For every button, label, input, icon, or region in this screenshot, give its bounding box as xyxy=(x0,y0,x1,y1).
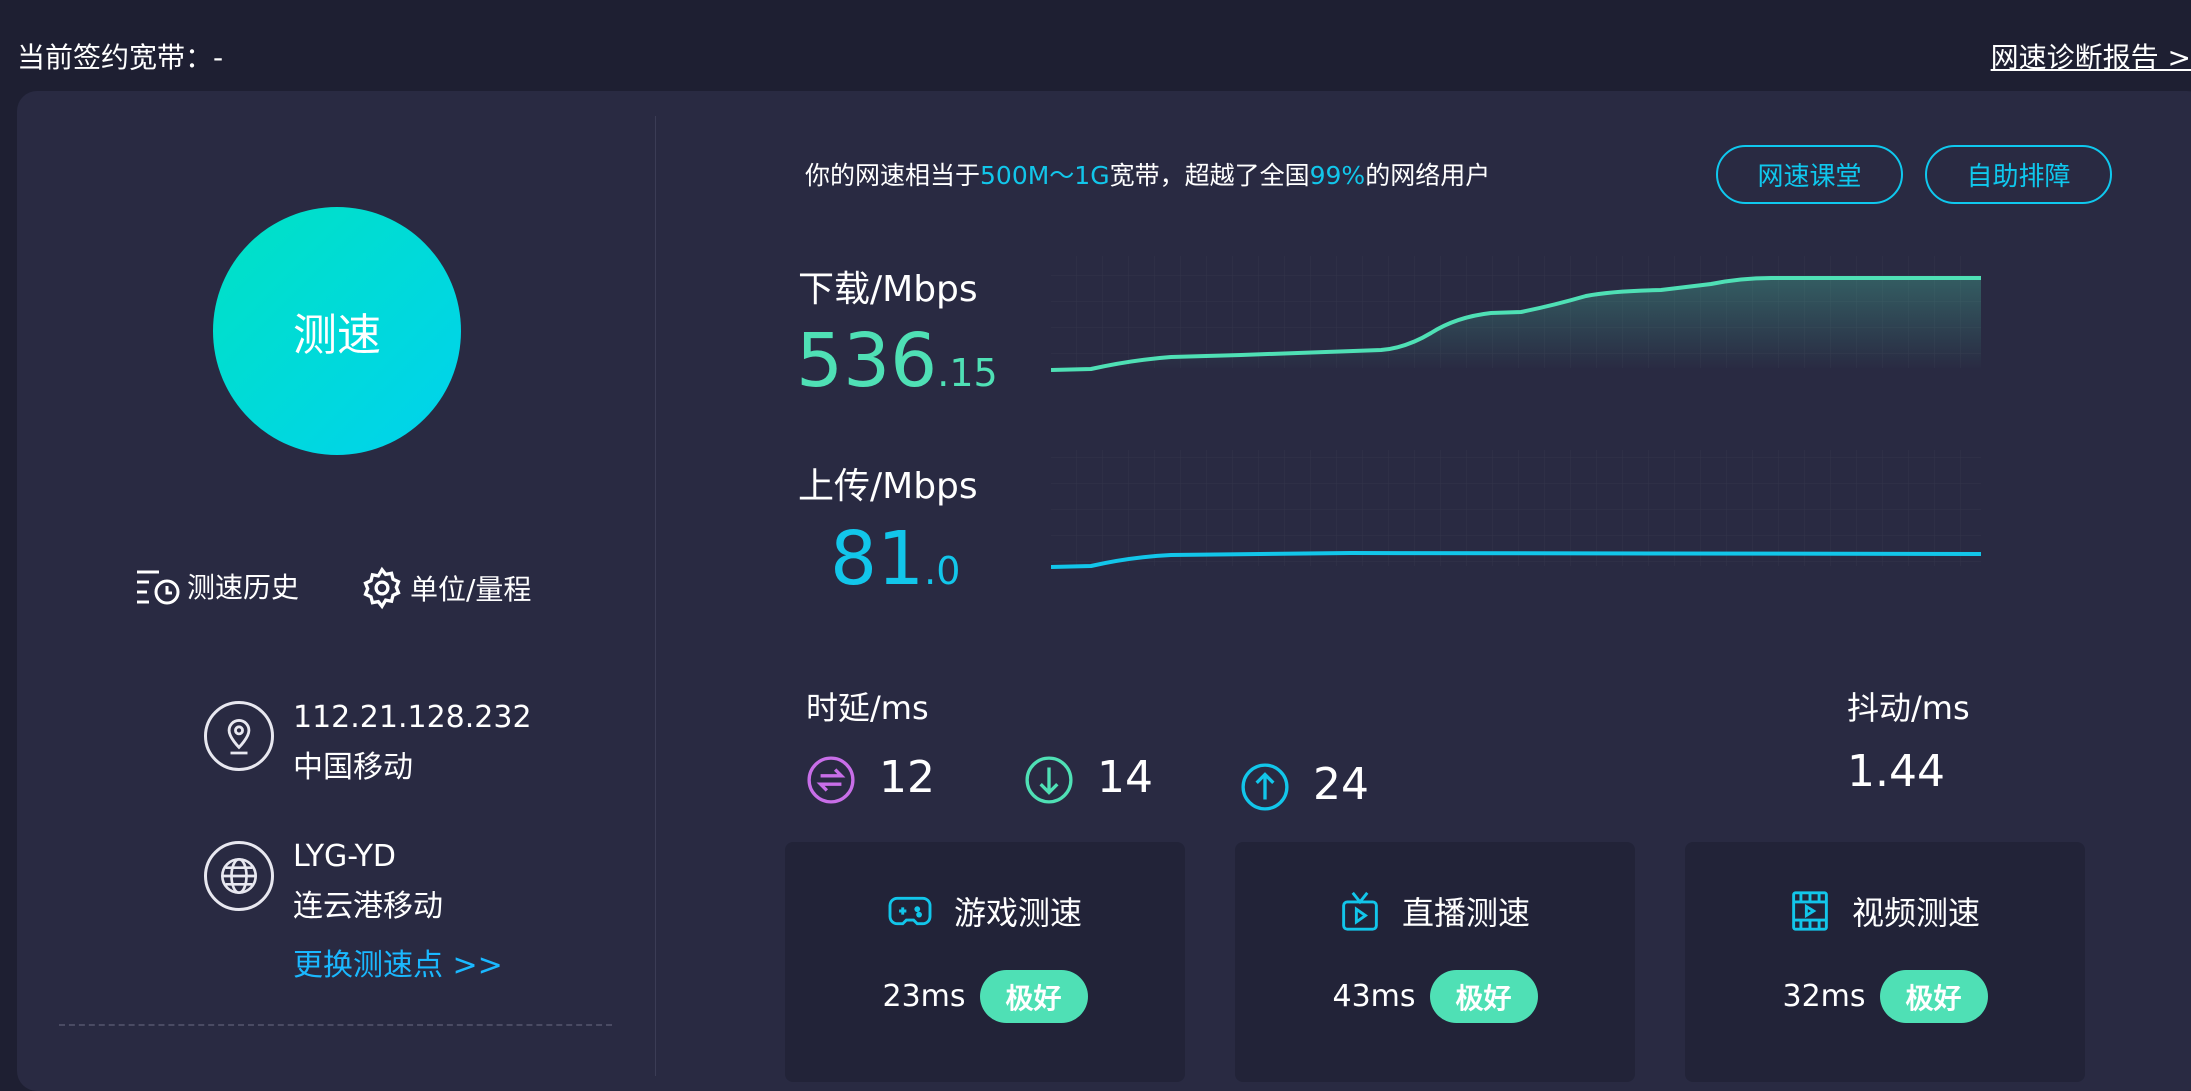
location-icon xyxy=(204,701,274,771)
upload-latency-icon xyxy=(1241,763,1289,811)
node-name: 连云港移动 xyxy=(293,889,443,924)
jitter-value: 1.44 xyxy=(1847,746,1945,797)
download-value: 536.15 xyxy=(796,318,998,404)
history-button[interactable]: 测速历史 xyxy=(135,566,299,606)
download-chart-area xyxy=(1051,278,1981,370)
divider xyxy=(655,116,656,1076)
upload-label: 上传/Mbps xyxy=(798,466,978,507)
start-test-button[interactable]: 测速 xyxy=(213,207,461,455)
card-title: 视频测速 xyxy=(1851,894,1980,932)
game-test-card[interactable]: 游戏测速 23ms 极好 xyxy=(785,842,1185,1082)
troubleshoot-button[interactable]: 自助排障 xyxy=(1925,145,2112,204)
download-latency-icon xyxy=(1025,756,1073,804)
history-icon xyxy=(137,570,180,605)
change-node-link[interactable]: 更换测速点 >> xyxy=(293,948,503,983)
summary-suffix: 的网络用户 xyxy=(1365,161,1491,190)
dashed-divider xyxy=(59,1024,612,1026)
ip-address: 112.21.128.232 xyxy=(293,700,532,735)
summary-tier: 500M～1G xyxy=(980,161,1110,190)
rating-badge: 极好 xyxy=(1429,970,1538,1023)
node-code: LYG-YD xyxy=(293,839,396,874)
download-int: 536 xyxy=(796,318,938,404)
card-title: 直播测速 xyxy=(1401,894,1530,932)
isp-name: 中国移动 xyxy=(293,750,413,785)
gamepad-icon xyxy=(888,896,932,926)
rating-badge: 极好 xyxy=(1879,970,1988,1023)
upload-int: 81 xyxy=(830,516,925,602)
upload-chart-line xyxy=(1051,550,1982,569)
speed-summary: 你的网速相当于500M～1G宽带，超越了全国99%的网络用户 xyxy=(805,156,1490,192)
latency-label: 时延/ms xyxy=(806,689,929,727)
idle-latency-icon xyxy=(807,756,855,804)
download-latency: 14 xyxy=(1097,752,1153,803)
upload-latency: 24 xyxy=(1313,759,1369,810)
summary-percent: 99% xyxy=(1309,161,1366,190)
card-latency: 32ms xyxy=(1782,979,1866,1014)
live-test-card[interactable]: 直播测速 43ms 极好 xyxy=(1235,842,1635,1082)
rating-badge: 极好 xyxy=(979,970,1088,1023)
contract-bandwidth: 当前签约宽带：- xyxy=(17,41,224,74)
tv-icon xyxy=(1342,891,1378,931)
film-icon xyxy=(1792,891,1828,931)
download-label: 下载/Mbps xyxy=(798,269,978,310)
units-button[interactable]: 单位/量程 xyxy=(360,566,531,610)
card-latency: 43ms xyxy=(1332,979,1416,1014)
speed-course-button[interactable]: 网速课堂 xyxy=(1716,145,1903,204)
upload-chart-grid xyxy=(1051,450,1981,566)
upload-value: 81.0 xyxy=(830,516,960,602)
summary-prefix: 你的网速相当于 xyxy=(805,161,981,190)
speed-charts xyxy=(1051,256,1982,569)
video-test-card[interactable]: 视频测速 32ms 极好 xyxy=(1685,842,2085,1082)
gear-icon xyxy=(363,566,401,610)
summary-mid: 宽带，超越了全国 xyxy=(1109,161,1310,190)
download-dec: .15 xyxy=(937,351,998,395)
globe-icon xyxy=(204,841,274,911)
units-label: 单位/量程 xyxy=(410,573,532,606)
idle-latency: 12 xyxy=(879,752,935,803)
download-chart-line xyxy=(1051,276,1981,372)
jitter-label: 抖动/ms xyxy=(1847,689,1970,727)
history-label: 测速历史 xyxy=(187,571,300,604)
card-latency: 23ms xyxy=(882,979,966,1014)
diagnosis-report-link[interactable]: 网速诊断报告 > xyxy=(1990,41,2191,74)
upload-dec: .0 xyxy=(924,549,961,593)
card-title: 游戏测速 xyxy=(953,894,1082,932)
